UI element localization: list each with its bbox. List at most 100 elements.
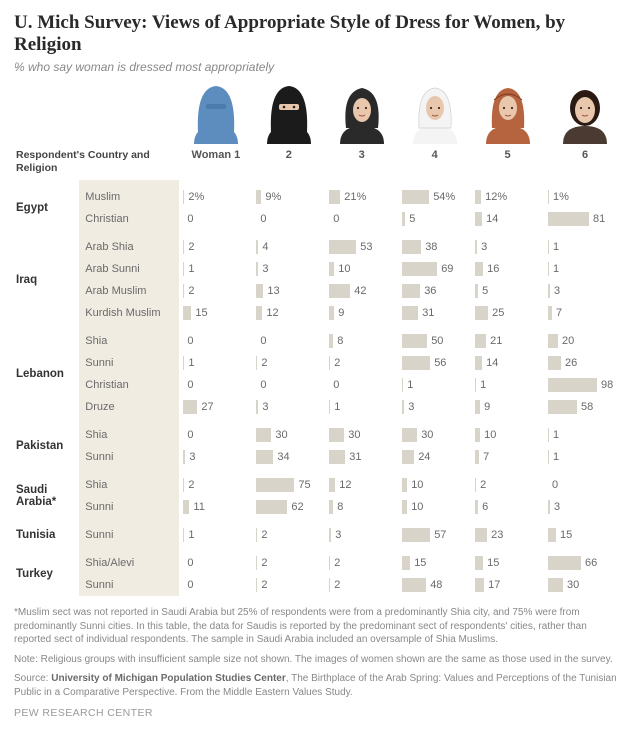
table-row: Arab Muslim213423653 [14, 280, 626, 302]
value-cell: 9% [252, 180, 325, 208]
table-row: Sunni122561426 [14, 352, 626, 374]
woman-silhouette-3 [325, 82, 398, 149]
footnote-text: Note: Religious groups with insufficient… [14, 653, 626, 667]
table-row: PakistanShia0303030101 [14, 418, 626, 446]
religion-label: Shia [79, 418, 179, 446]
value-cell: 5 [471, 280, 544, 302]
value-cell: 10 [325, 258, 398, 280]
religion-label: Shia [79, 468, 179, 496]
value-cell: 98 [544, 374, 626, 396]
value-cell: 3 [252, 258, 325, 280]
religion-label: Sunni [79, 574, 179, 596]
country-label: Iraq [14, 230, 79, 324]
value-cell: 26 [544, 352, 626, 374]
religion-label: Arab Muslim [79, 280, 179, 302]
value-cell: 4 [252, 230, 325, 258]
table-row: TurkeyShia/Alevi022151566 [14, 546, 626, 574]
value-cell: 3 [325, 518, 398, 546]
value-cell: 5 [398, 208, 471, 230]
value-cell: 15 [398, 546, 471, 574]
value-cell: 16 [471, 258, 544, 280]
value-cell: 3 [544, 496, 626, 518]
value-cell: 11 [179, 496, 252, 518]
value-cell: 31 [398, 302, 471, 324]
country-label: Saudi Arabia* [14, 468, 79, 518]
chart-title: U. Mich Survey: Views of Appropriate Sty… [14, 12, 626, 56]
value-cell: 15 [471, 546, 544, 574]
value-cell: 56 [398, 352, 471, 374]
country-label: Turkey [14, 546, 79, 596]
value-cell: 21% [325, 180, 398, 208]
religion-label: Muslim [79, 180, 179, 208]
value-cell: 1 [471, 374, 544, 396]
value-cell: 50 [398, 324, 471, 352]
value-cell: 2 [179, 468, 252, 496]
value-cell: 2% [179, 180, 252, 208]
religion-label: Christian [79, 374, 179, 396]
value-cell: 66 [544, 546, 626, 574]
value-cell: 30 [252, 418, 325, 446]
woman-silhouette-1 [179, 82, 252, 149]
value-cell: 1 [179, 352, 252, 374]
value-cell: 38 [398, 230, 471, 258]
value-cell: 9 [471, 396, 544, 418]
value-cell: 15 [179, 302, 252, 324]
table-row: EgyptMuslim2%9%21%54%12%1% [14, 180, 626, 208]
table-row: Arab Sunni131069161 [14, 258, 626, 280]
value-cell: 2 [471, 468, 544, 496]
woman-silhouette-6 [544, 82, 626, 149]
value-cell: 12% [471, 180, 544, 208]
value-cell: 14 [471, 208, 544, 230]
religion-label: Druze [79, 396, 179, 418]
value-cell: 10 [398, 496, 471, 518]
value-cell: 0 [179, 374, 252, 396]
source-line: Source: University of Michigan Populatio… [14, 672, 626, 699]
religion-label: Sunni [79, 352, 179, 374]
value-cell: 2 [179, 280, 252, 302]
value-cell: 34 [252, 446, 325, 468]
value-cell: 3 [179, 446, 252, 468]
value-cell: 3 [252, 396, 325, 418]
religion-label: Arab Sunni [79, 258, 179, 280]
religion-label: Sunni [79, 518, 179, 546]
value-cell: 23 [471, 518, 544, 546]
woman-silhouette-2 [252, 82, 325, 149]
value-cell: 2 [325, 352, 398, 374]
table-row: Sunni334312471 [14, 446, 626, 468]
woman-silhouette-5 [471, 82, 544, 149]
table-row: Sunni022481730 [14, 574, 626, 596]
table-row: IraqArab Shia24533831 [14, 230, 626, 258]
value-cell: 1 [179, 518, 252, 546]
data-table: Respondent's Country and ReligionWoman 1… [14, 82, 626, 596]
value-cell: 8 [325, 496, 398, 518]
value-cell: 9 [325, 302, 398, 324]
religion-label: Sunni [79, 496, 179, 518]
value-cell: 1 [179, 258, 252, 280]
value-cell: 75 [252, 468, 325, 496]
value-cell: 48 [398, 574, 471, 596]
value-cell: 13 [252, 280, 325, 302]
value-cell: 3 [471, 230, 544, 258]
country-label: Lebanon [14, 324, 79, 418]
value-cell: 6 [471, 496, 544, 518]
value-cell: 54% [398, 180, 471, 208]
value-cell: 1 [398, 374, 471, 396]
religion-label: Sunni [79, 446, 179, 468]
value-cell: 1% [544, 180, 626, 208]
value-cell: 1 [544, 230, 626, 258]
value-cell: 31 [325, 446, 398, 468]
table-row: Christian00051481 [14, 208, 626, 230]
chart-subtitle: % who say woman is dressed most appropri… [14, 60, 626, 74]
value-cell: 0 [544, 468, 626, 496]
value-cell: 0 [325, 374, 398, 396]
footnotes: *Muslim sect was not reported in Saudi A… [14, 606, 626, 699]
value-cell: 1 [544, 258, 626, 280]
value-cell: 2 [325, 574, 398, 596]
religion-label: Shia [79, 324, 179, 352]
value-cell: 2 [252, 352, 325, 374]
value-cell: 15 [544, 518, 626, 546]
value-cell: 0 [179, 574, 252, 596]
country-label: Pakistan [14, 418, 79, 468]
value-cell: 10 [398, 468, 471, 496]
category-header: Respondent's Country and Religion [14, 149, 179, 180]
